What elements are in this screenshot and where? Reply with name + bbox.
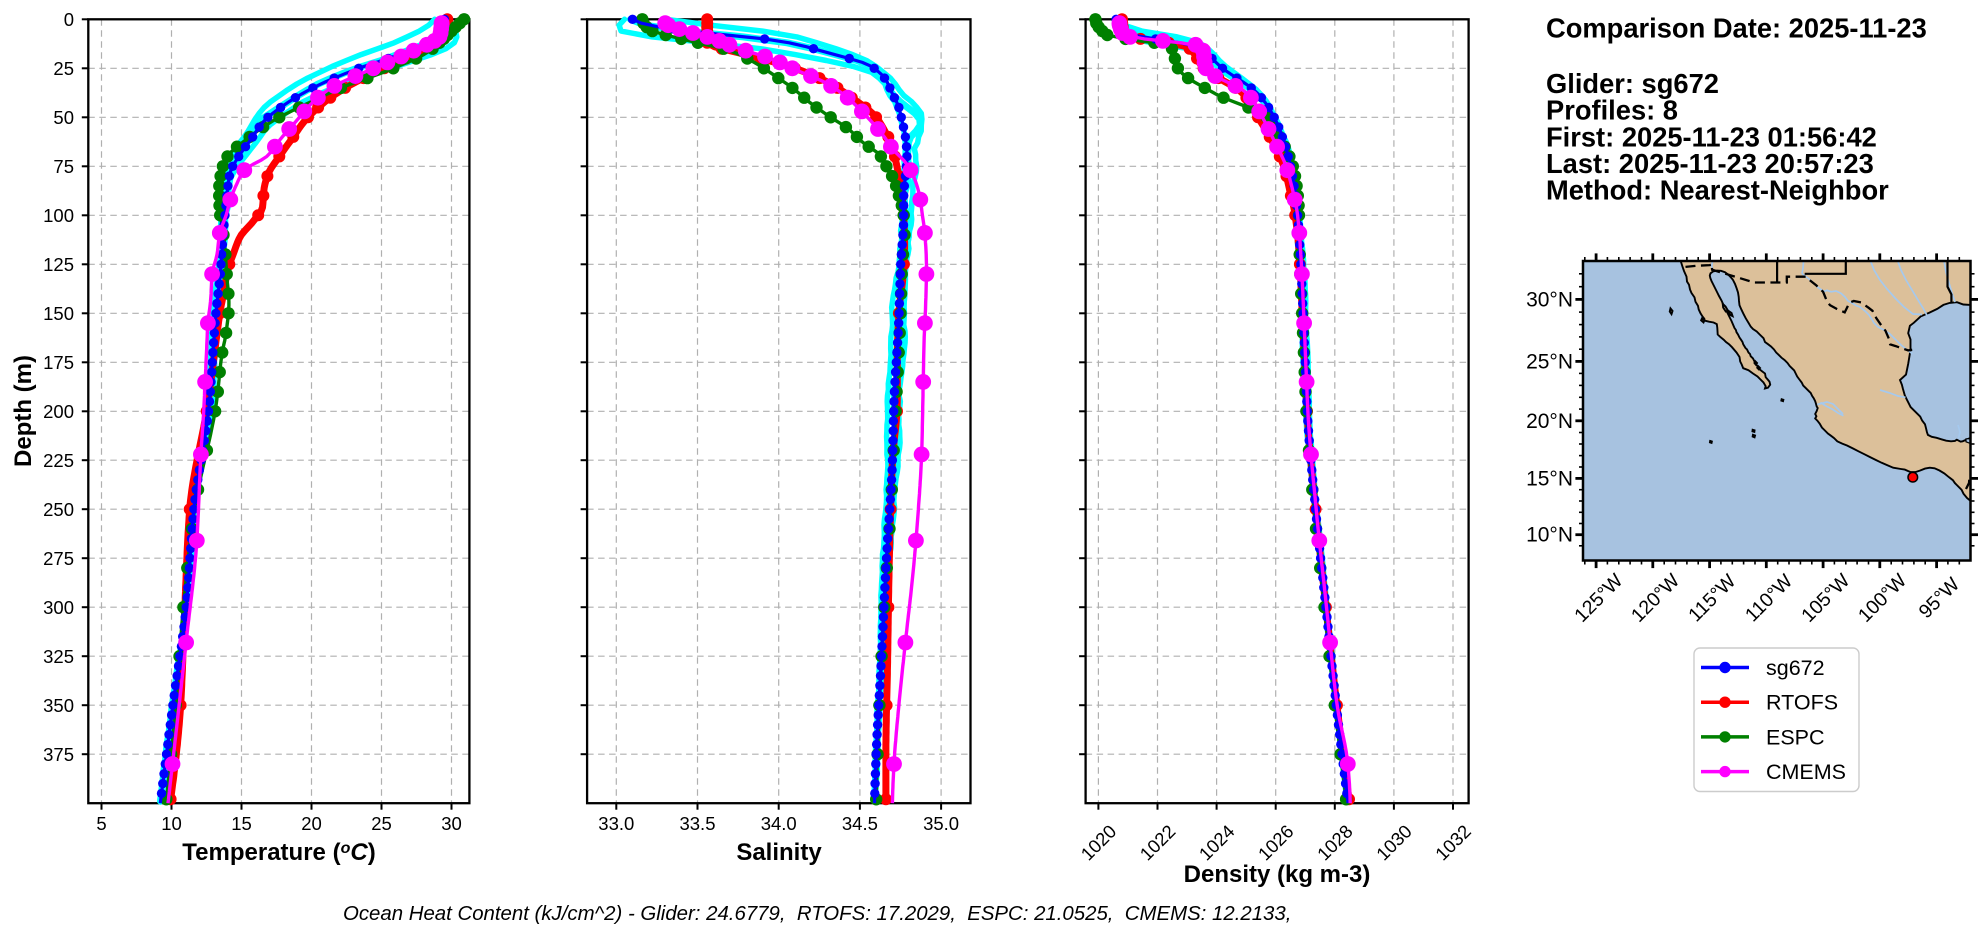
svg-text:33.5: 33.5 <box>679 813 715 834</box>
svg-text:10°N: 10°N <box>1526 524 1573 547</box>
svg-text:Last: 2025-11-23 20:57:23: Last: 2025-11-23 20:57:23 <box>1546 148 1874 179</box>
svg-text:RTOFS: RTOFS <box>1766 691 1838 715</box>
svg-text:125: 125 <box>43 254 74 275</box>
svg-text:30: 30 <box>441 813 462 834</box>
svg-text:ESPC: ESPC <box>1766 725 1825 749</box>
svg-text:375: 375 <box>43 744 74 765</box>
svg-text:30°N: 30°N <box>1526 288 1573 311</box>
svg-text:350: 350 <box>43 695 74 716</box>
svg-text:0: 0 <box>64 9 74 30</box>
svg-text:Depth (m): Depth (m) <box>10 355 37 467</box>
svg-text:20: 20 <box>301 813 322 834</box>
svg-text:15°N: 15°N <box>1526 467 1573 490</box>
svg-text:34.5: 34.5 <box>842 813 878 834</box>
svg-text:Comparison Date: 2025-11-23: Comparison Date: 2025-11-23 <box>1546 13 1927 44</box>
svg-text:25: 25 <box>53 58 74 79</box>
svg-text:First: 2025-11-23 01:56:42: First: 2025-11-23 01:56:42 <box>1546 121 1877 152</box>
svg-text:34.0: 34.0 <box>761 813 797 834</box>
svg-text:Method: Nearest-Neighbor: Method: Nearest-Neighbor <box>1546 175 1889 206</box>
svg-text:300: 300 <box>43 597 74 618</box>
svg-text:33.0: 33.0 <box>598 813 634 834</box>
svg-text:CMEMS: CMEMS <box>1766 760 1846 784</box>
svg-text:10: 10 <box>161 813 182 834</box>
svg-text:35.0: 35.0 <box>923 813 959 834</box>
svg-text:Profiles: 8: Profiles: 8 <box>1546 95 1678 126</box>
svg-text:275: 275 <box>43 548 74 569</box>
svg-text:15: 15 <box>231 813 252 834</box>
svg-text:200: 200 <box>43 401 74 422</box>
svg-text:25°N: 25°N <box>1526 350 1573 373</box>
svg-text:50: 50 <box>53 107 74 128</box>
svg-text:75: 75 <box>53 156 74 177</box>
svg-text:Ocean Heat Content (kJ/cm^2) -: Ocean Heat Content (kJ/cm^2) - Glider: 2… <box>343 903 1291 925</box>
svg-text:175: 175 <box>43 352 74 373</box>
svg-text:100: 100 <box>43 205 74 226</box>
svg-text:25: 25 <box>371 813 392 834</box>
svg-text:150: 150 <box>43 303 74 324</box>
svg-text:325: 325 <box>43 646 74 667</box>
svg-text:Density (kg m-3): Density (kg m-3) <box>1184 861 1371 888</box>
svg-text:250: 250 <box>43 499 74 520</box>
svg-text:Salinity: Salinity <box>736 839 822 866</box>
svg-text:sg672: sg672 <box>1766 656 1825 680</box>
svg-text:5: 5 <box>96 813 106 834</box>
svg-text:20°N: 20°N <box>1526 410 1573 433</box>
svg-text:225: 225 <box>43 450 74 471</box>
svg-text:Glider: sg672: Glider: sg672 <box>1546 68 1719 99</box>
